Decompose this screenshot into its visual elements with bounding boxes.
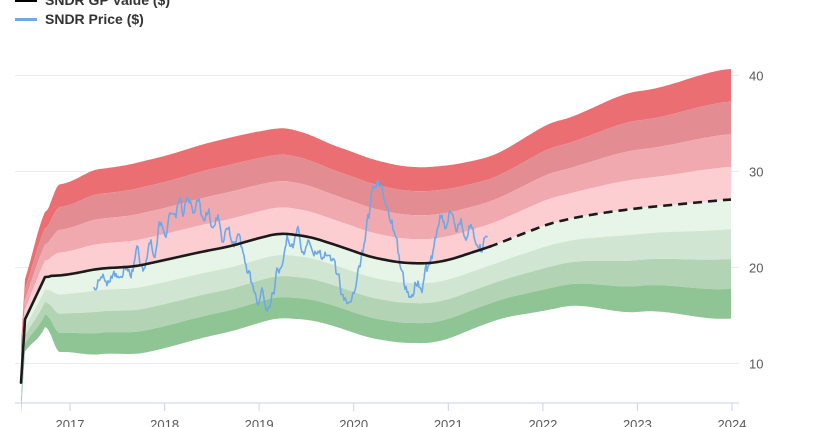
svg-text:40: 40: [749, 69, 763, 84]
svg-text:2023: 2023: [623, 417, 652, 427]
svg-text:2018: 2018: [150, 417, 179, 427]
svg-text:30: 30: [749, 165, 763, 180]
svg-text:2017: 2017: [56, 417, 85, 427]
svg-text:2022: 2022: [528, 417, 557, 427]
svg-text:2020: 2020: [339, 417, 368, 427]
svg-text:10: 10: [749, 357, 763, 372]
svg-text:2024: 2024: [718, 417, 747, 427]
svg-text:2019: 2019: [245, 417, 274, 427]
svg-text:20: 20: [749, 261, 763, 276]
svg-text:2021: 2021: [434, 417, 463, 427]
